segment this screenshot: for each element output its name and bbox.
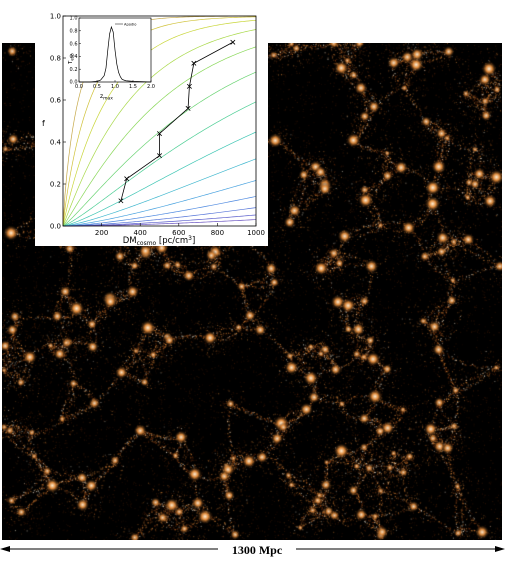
sub-legend-label: Apodio [124, 23, 136, 27]
series-point-marker [185, 105, 191, 111]
series-point-marker [186, 83, 192, 89]
sub-y-tick-label: 0.4 [70, 54, 78, 60]
y-tick-label: 0.8 [50, 55, 61, 63]
sub-x-tick-label: 1.5 [129, 84, 137, 90]
scale-label: 1300 Mpc [232, 543, 283, 557]
x-tick-label: 400 [134, 229, 147, 237]
y-tick-label: 0.4 [50, 139, 62, 147]
fan-curve [62, 196, 257, 227]
sub-y-tick-label: 0.2 [70, 67, 78, 73]
sub-x-tick-label: 2.0 [147, 84, 155, 90]
inset-background [35, 8, 268, 246]
fan-curve [62, 46, 257, 227]
sub-plot: 0.0 0.5 1.0 1.5 2.0 0.0 0.2 0.4 0.6 0.8 1.0 Apodi… [68, 16, 155, 102]
fan-curve [62, 71, 257, 227]
sub-x-tick-label: 1.0 [111, 84, 119, 90]
sub-x-tick-label: 0.5 [93, 84, 101, 90]
y-tick-label: 0.2 [50, 181, 61, 189]
x-tick-label: 1000 [247, 229, 265, 237]
sub-x-axis-label: zmax [100, 93, 113, 102]
sub-y-tick-label: 0.8 [70, 29, 78, 35]
sub-y-tick-label: 1.0 [70, 16, 78, 22]
sub-data-series [79, 25, 152, 83]
fan-curve [62, 180, 257, 227]
fan-curve [62, 29, 257, 227]
inset-chart: 200 400 600 800 1000 0.0 0.2 0.4 0.6 0.8 1.0 DMco… [35, 8, 268, 246]
sub-y-tick-label: 0.0 [70, 80, 78, 86]
sub-series-line [79, 25, 152, 83]
series-point-marker [157, 153, 162, 159]
main-plot: 200 400 600 800 1000 0.0 0.2 0.4 0.6 0.8 1.0 DMco… [42, 13, 265, 247]
series-point-marker [124, 176, 130, 182]
fan-curve [62, 16, 257, 227]
fan-curve [62, 158, 257, 227]
y-tick-label: 0.6 [50, 97, 62, 105]
main-plot-frame [62, 15, 257, 227]
main-x-axis-label: DMcosmo [pc/cm3] [123, 235, 196, 246]
y-tick-label: 1.0 [50, 13, 61, 21]
scale-bar-left-arrow [0, 546, 10, 552]
series-point-marker [230, 39, 236, 45]
scale-bar: 1300 Mpc [0, 540, 505, 557]
main-y-axis-label: f [42, 119, 45, 128]
main-y-tick-labels: 0.0 0.2 0.4 0.6 0.8 1.0 [50, 13, 66, 231]
fan-curve [62, 101, 257, 227]
sub-x-tick-label: 0.0 [75, 84, 83, 90]
fan-curve [62, 19, 257, 227]
series-point-marker [157, 131, 162, 137]
sub-y-tick-labels: 0.0 0.2 0.4 0.6 0.8 1.0 [70, 16, 81, 86]
scale-bar-right-arrow [495, 546, 505, 552]
fan-curve [62, 207, 257, 227]
sub-x-tick-labels: 0.0 0.5 1.0 1.5 2.0 [75, 80, 155, 90]
main-x-tick-labels: 200 400 600 800 1000 [95, 223, 265, 237]
main-data-series [118, 39, 236, 204]
scale-label-background [218, 540, 296, 557]
series-point-marker [118, 198, 124, 204]
y-tick-label: 0.0 [50, 223, 61, 231]
fan-curves [62, 15, 257, 227]
series-line [120, 41, 234, 201]
sub-y-tick-label: 0.6 [70, 41, 78, 47]
x-tick-label: 200 [95, 229, 108, 237]
x-tick-label: 600 [172, 229, 185, 237]
sub-y-axis-label: Texp [68, 53, 75, 65]
fan-curve [62, 131, 257, 227]
x-tick-label: 800 [211, 229, 224, 237]
series-point-marker [191, 60, 197, 66]
